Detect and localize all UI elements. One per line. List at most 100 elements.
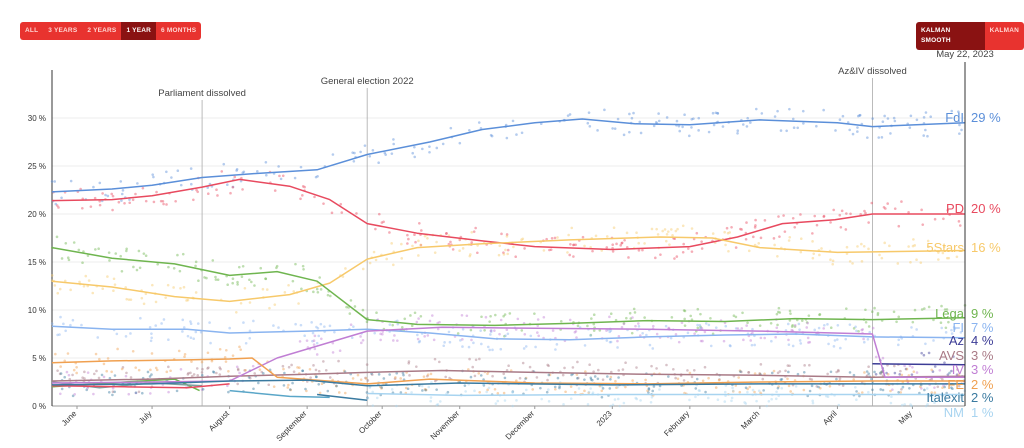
poll-dot xyxy=(690,227,694,230)
btn-all[interactable]: ALL xyxy=(20,22,44,40)
poll-dot xyxy=(862,244,866,248)
poll-dot xyxy=(707,130,711,134)
poll-dot xyxy=(239,301,243,305)
poll-dot xyxy=(55,204,59,207)
poll-dot xyxy=(625,245,629,249)
poll-dot xyxy=(478,357,481,361)
poll-dot xyxy=(236,382,239,386)
poll-dot xyxy=(696,307,700,311)
poll-dot xyxy=(547,373,551,377)
poll-dot xyxy=(561,373,565,377)
poll-dot xyxy=(165,370,169,374)
poll-dot xyxy=(631,316,634,319)
poll-dot xyxy=(331,351,335,354)
poll-dot xyxy=(905,367,909,371)
poll-dot xyxy=(828,384,832,388)
poll-dot xyxy=(695,377,699,381)
poll-dot xyxy=(98,199,102,203)
poll-dot xyxy=(190,360,193,363)
poll-dot xyxy=(542,336,545,340)
poll-dot xyxy=(723,400,727,403)
poll-dot xyxy=(714,326,718,329)
poll-dot xyxy=(494,402,498,405)
poll-dot xyxy=(141,186,145,190)
poll-dot xyxy=(342,369,346,373)
poll-dot xyxy=(415,365,418,368)
series-value-label: 9 % xyxy=(971,306,994,321)
btn-3-years[interactable]: 3 YEARS xyxy=(43,22,83,40)
poll-dot xyxy=(348,312,352,315)
btn-kalman[interactable]: KALMAN xyxy=(984,22,1024,50)
poll-dot xyxy=(863,340,866,344)
btn-6-months[interactable]: 6 MONTHS xyxy=(156,22,202,40)
poll-dot xyxy=(711,332,715,336)
poll-dot xyxy=(556,376,560,380)
poll-dot xyxy=(946,373,950,376)
poll-dot xyxy=(912,370,916,373)
poll-dot xyxy=(57,206,60,209)
poll-dot xyxy=(574,330,578,333)
poll-dot xyxy=(716,112,720,115)
poll-dot xyxy=(624,361,627,364)
poll-dot xyxy=(677,340,681,344)
poll-dot xyxy=(486,388,489,392)
poll-dot xyxy=(587,111,591,114)
poll-dot xyxy=(400,242,403,246)
poll-dot xyxy=(592,313,596,317)
poll-dot xyxy=(867,372,871,375)
poll-dot xyxy=(938,368,942,372)
poll-dot xyxy=(476,251,479,255)
poll-dot xyxy=(175,389,179,393)
poll-dot xyxy=(497,253,501,257)
poll-dot xyxy=(350,336,354,340)
poll-dot xyxy=(867,221,870,224)
poll-dot xyxy=(836,323,840,327)
poll-dot xyxy=(589,378,593,381)
poll-dot xyxy=(615,386,618,390)
poll-dot xyxy=(912,238,915,241)
poll-dot xyxy=(251,364,255,368)
poll-dot xyxy=(536,318,540,321)
poll-dot xyxy=(591,249,594,253)
poll-dot xyxy=(587,390,591,394)
btn-kalman-smooth[interactable]: KALMAN SMOOTH xyxy=(916,22,985,50)
poll-dot xyxy=(758,324,762,327)
poll-dot xyxy=(542,315,546,319)
btn-1-year[interactable]: 1 YEAR xyxy=(121,22,157,40)
poll-dot xyxy=(194,260,198,264)
poll-dot xyxy=(151,283,154,287)
current-date-marker: May 22, 2023 xyxy=(936,49,994,406)
poll-dot xyxy=(773,243,776,247)
poll-dot xyxy=(788,309,792,313)
poll-dot xyxy=(438,360,441,364)
poll-dot xyxy=(56,291,60,295)
poll-dot xyxy=(502,372,506,376)
poll-dot xyxy=(698,389,701,392)
poll-dot xyxy=(624,385,627,389)
poll-dot xyxy=(810,384,814,388)
poll-dot xyxy=(761,377,765,381)
poll-dot xyxy=(200,373,204,377)
poll-dot xyxy=(248,301,252,304)
btn-2-years[interactable]: 2 YEARS xyxy=(82,22,122,40)
poll-dot xyxy=(183,352,187,356)
poll-dot xyxy=(264,277,267,280)
poll-dot xyxy=(911,320,915,324)
minor-party-line xyxy=(51,383,230,389)
poll-dot xyxy=(837,368,840,372)
poll-dot xyxy=(521,237,525,241)
poll-dot xyxy=(167,365,170,369)
poll-dot xyxy=(322,360,325,363)
poll-dot xyxy=(461,345,464,348)
poll-dot xyxy=(852,378,856,381)
poll-dot xyxy=(785,129,788,133)
poll-dot xyxy=(822,215,826,218)
poll-dot xyxy=(880,136,884,139)
poll-dot xyxy=(152,200,156,204)
poll-dot xyxy=(224,360,228,363)
series-line-fdi xyxy=(51,118,966,193)
poll-dot xyxy=(426,374,429,378)
poll-dot xyxy=(347,306,350,309)
poll-dot xyxy=(644,378,647,382)
poll-dot xyxy=(212,370,215,373)
